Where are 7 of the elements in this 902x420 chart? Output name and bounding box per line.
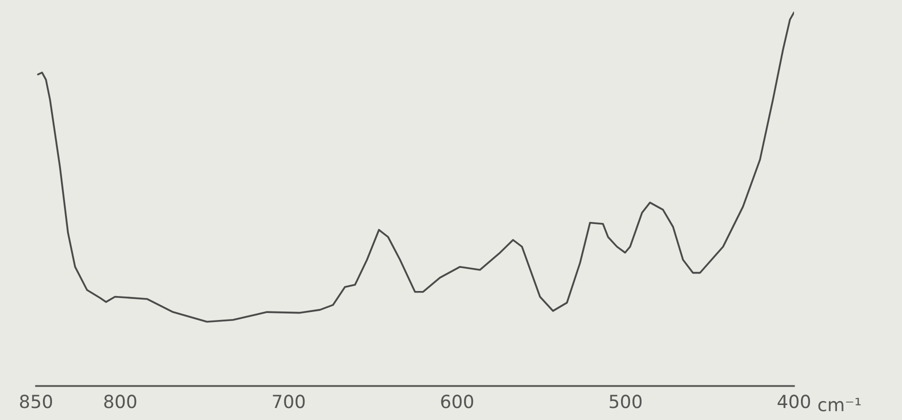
x-axis-title: cm⁻¹ [818,398,861,412]
x-tick-label: 700 [272,394,305,408]
x-tick-label: 600 [441,394,474,408]
x-tick-label: 500 [610,394,642,408]
x-tick-label: 400 [778,394,810,408]
x-tick-label: 800 [104,394,136,408]
x-tick-label: 850 [20,394,52,408]
